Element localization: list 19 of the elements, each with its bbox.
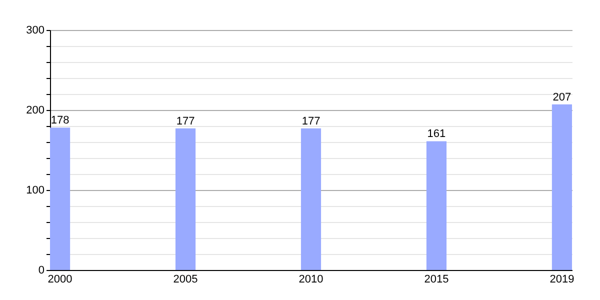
bar <box>175 128 196 270</box>
x-tick-label: 2019 <box>550 274 574 286</box>
data-label: 207 <box>552 91 572 104</box>
x-tick-label: 2005 <box>173 274 198 286</box>
y-tick-label: 100 <box>26 184 44 196</box>
bar <box>50 128 70 270</box>
x-tick-label: 2015 <box>424 274 449 286</box>
bar <box>426 141 447 270</box>
data-label: 178 <box>50 114 70 127</box>
y-tick-label: 300 <box>26 24 44 36</box>
data-label: 177 <box>176 115 195 128</box>
x-tick-label: 2010 <box>298 274 324 286</box>
data-label: 161 <box>427 128 446 140</box>
data-label: 177 <box>302 115 320 128</box>
bar <box>552 104 572 270</box>
y-tick-label: 0 <box>38 264 44 276</box>
y-tick-label: 200 <box>26 104 44 116</box>
bar <box>300 128 322 270</box>
x-tick-label: 2000 <box>48 274 72 286</box>
